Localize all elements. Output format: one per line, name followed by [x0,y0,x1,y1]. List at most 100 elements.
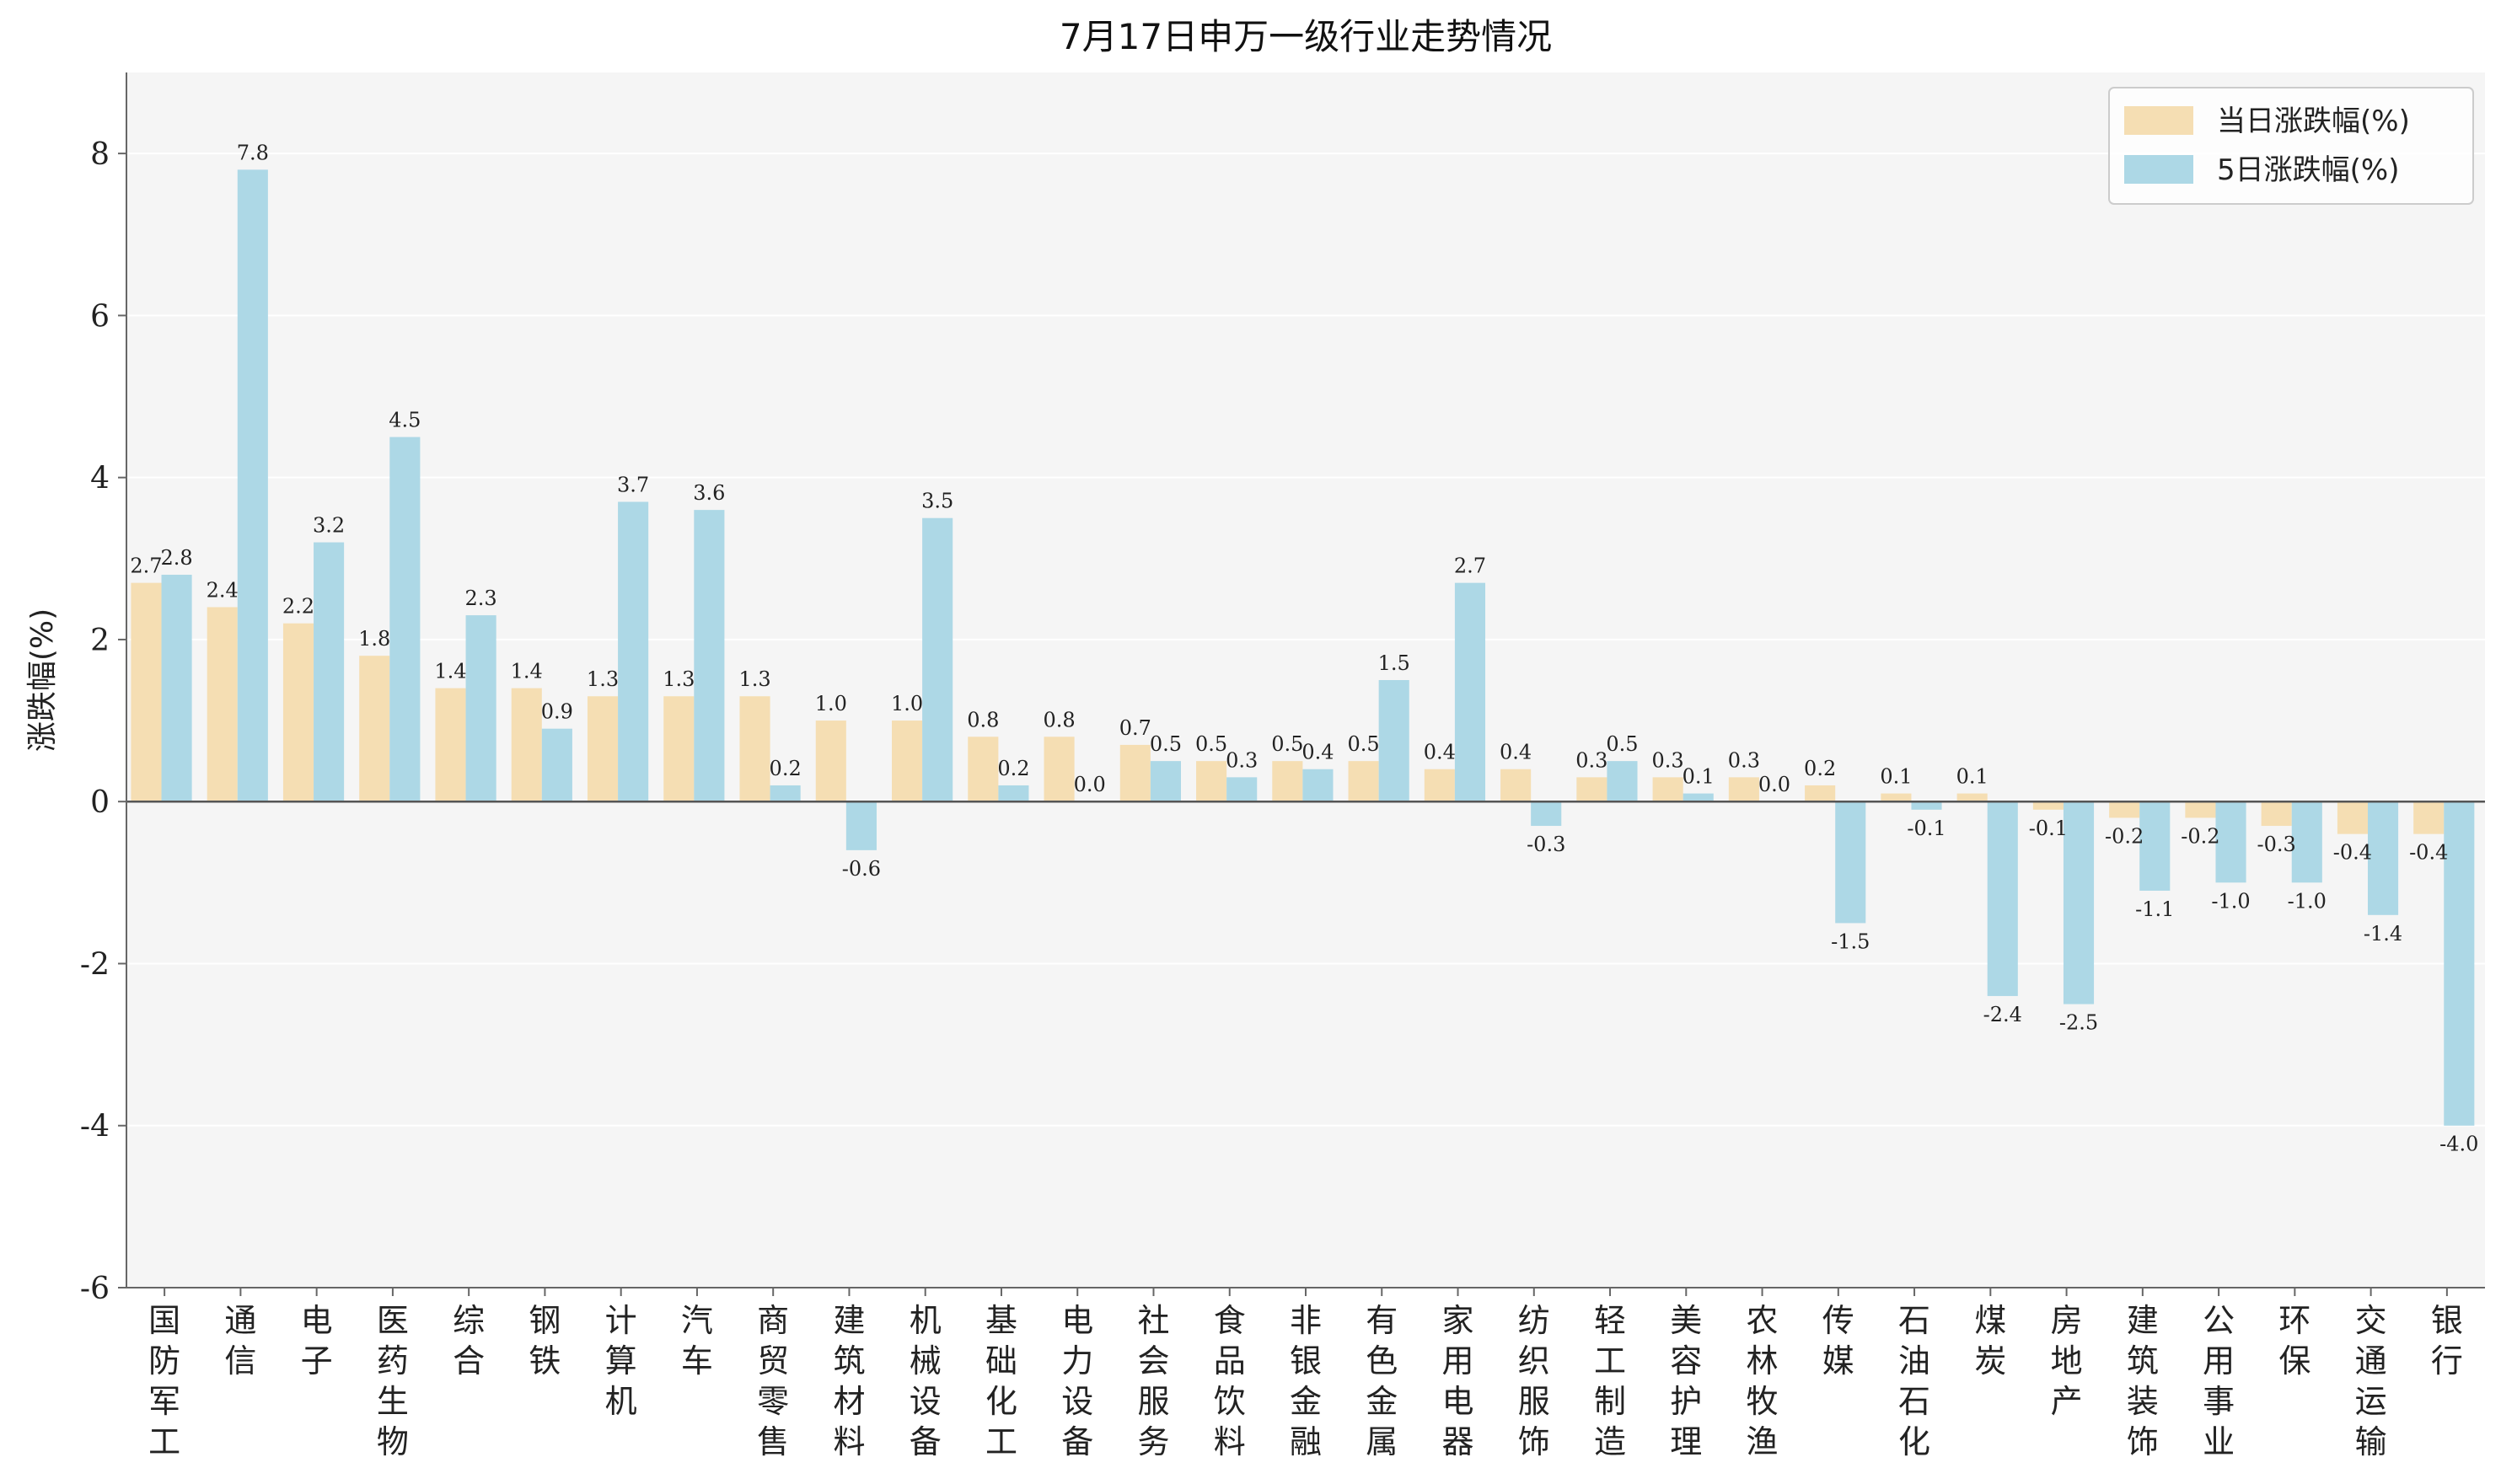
bar-five-day [2444,801,2475,1126]
x-tick-label-char: 贸 [757,1342,789,1380]
data-label: 0.2 [997,757,1029,780]
x-tick-label-char: 务 [1137,1423,1169,1460]
bar-five-day [1911,801,1942,810]
y-tick-label: 8 [90,137,110,172]
data-label: 0.2 [1804,757,1836,780]
x-tick-label-char: 力 [1061,1342,1093,1380]
bar-daily [968,737,999,802]
data-label: -0.2 [2105,824,2144,848]
bar-five-day [1150,761,1181,802]
x-tick-label-char: 属 [1366,1423,1398,1460]
x-tick-label-char: 算 [605,1342,637,1380]
legend [2108,87,2474,205]
data-label: 3.5 [921,490,953,513]
x-tick-label-char: 金 [1290,1383,1322,1420]
x-tick-label-char: 理 [1670,1423,1702,1460]
x-tick-label-char: 机 [910,1302,942,1339]
data-label: 2.7 [1454,554,1486,578]
data-label: 0.3 [1652,748,1684,772]
x-tick-label-char: 交 [2355,1302,2387,1339]
data-label: 0.0 [1758,773,1790,796]
x-tick-label-char: 纺 [1518,1302,1550,1339]
x-tick-label-char: 机 [605,1383,637,1420]
x-tick-label-char: 器 [1442,1423,1474,1460]
x-tick-label-char: 食 [1214,1302,1246,1339]
bar-daily [131,582,162,802]
bar-five-day [694,510,725,802]
bar-daily [815,721,846,802]
data-label: 1.5 [1378,651,1410,675]
x-tick-label-char: 钢 [529,1302,561,1339]
data-label: -0.4 [2333,841,2372,865]
x-tick-label-char: 料 [833,1423,865,1460]
x-tick-label-char: 农 [1747,1302,1779,1339]
bar-daily [1576,777,1607,802]
bar-five-day [237,169,268,802]
data-label: 0.0 [1074,773,1106,796]
x-tick-label-char: 用 [1442,1342,1474,1380]
data-label: -0.1 [1907,817,1946,840]
x-tick-label-char: 银 [2431,1302,2463,1339]
bar-daily [359,656,390,802]
x-tick-label-char: 炭 [1974,1342,2006,1380]
x-tick-label-char: 械 [910,1342,942,1380]
y-tick-label: -2 [80,947,110,982]
bar-five-day [389,437,421,802]
legend-label: 5日涨跌幅(%) [2217,153,2399,187]
data-label: 2.2 [282,595,314,619]
data-label: -0.1 [2029,817,2068,840]
bar-five-day [1835,801,1866,924]
bar-daily [891,721,923,802]
data-label: 0.5 [1150,732,1182,756]
data-label: -1.0 [2211,889,2250,913]
bar-daily [1272,761,1303,802]
bar-daily [1728,777,1759,802]
x-tick-label-char: 色 [1366,1342,1398,1380]
data-label: 2.8 [160,546,192,570]
bar-daily [2109,801,2140,818]
data-label: 2.4 [207,578,239,602]
x-tick-label-char: 生 [377,1383,409,1420]
plot-background [126,72,2485,1288]
x-tick-label-char: 饰 [1518,1423,1550,1460]
x-tick-label-char: 制 [1594,1383,1626,1420]
data-label: -1.4 [2364,922,2402,946]
x-tick-label-char: 饮 [1214,1383,1246,1420]
x-tick-label-char: 保 [2278,1342,2310,1380]
x-tick-label-char: 公 [2203,1302,2235,1339]
x-tick-label-char: 商 [757,1302,789,1339]
bar-five-day [1226,777,1258,802]
bar-five-day [618,501,649,802]
data-label: 0.4 [1301,741,1334,764]
x-tick-label-char: 林 [1747,1342,1779,1380]
x-tick-label-char: 药 [377,1342,409,1380]
x-tick-label-char: 美 [1670,1302,1702,1339]
x-tick-label-char: 事 [2203,1383,2235,1420]
x-tick-label-char: 工 [985,1423,1017,1460]
bar-daily [1500,769,1532,802]
bar-five-day [541,728,572,802]
data-label: 3.2 [313,514,345,538]
x-tick-label-char: 建 [2127,1302,2159,1339]
data-label: 1.3 [663,667,695,691]
x-tick-label-char: 建 [833,1302,865,1339]
data-label: 0.3 [1728,748,1760,772]
data-label: 0.1 [1683,765,1715,789]
x-tick-label-char: 融 [1290,1423,1322,1460]
x-tick-label-char: 础 [985,1342,1017,1380]
bar-five-day [2291,801,2322,883]
data-label: -0.2 [2181,824,2219,848]
x-tick-label-char: 有 [1366,1302,1398,1339]
x-tick-label-char: 产 [2051,1383,2083,1420]
data-label: 2.3 [465,587,497,610]
x-tick-label-char: 筑 [833,1342,865,1380]
bar-daily [207,607,238,802]
x-tick-label-char: 设 [1061,1383,1093,1420]
data-label: 0.5 [1348,732,1380,756]
bar-daily [282,623,314,802]
x-tick-label-char: 通 [2355,1342,2387,1380]
x-tick-label-char: 渔 [1747,1423,1779,1460]
x-tick-label-char: 计 [605,1302,637,1339]
x-tick-label-char: 零 [757,1383,789,1420]
x-tick-label-char: 工 [148,1423,180,1460]
